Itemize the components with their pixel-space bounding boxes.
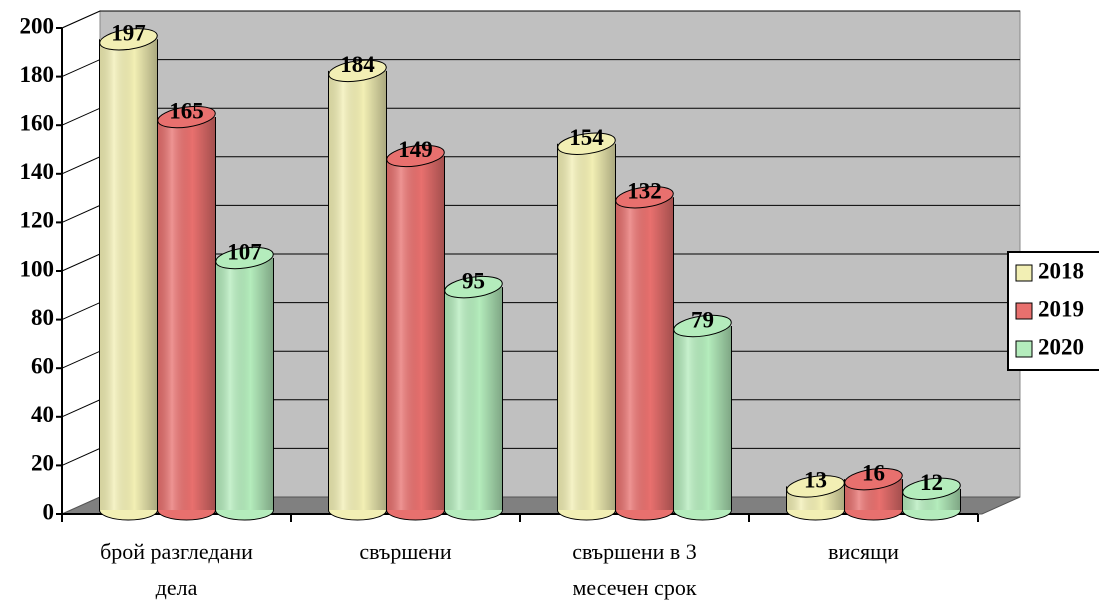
value-label: 197 [111,21,146,46]
cylinder-top [386,144,445,168]
value-label: 12 [920,470,943,495]
y-tick-label: 40 [31,402,54,427]
y-tick-label: 120 [20,208,55,233]
x-tick-label: висящи [828,539,899,564]
y-tick-label: 140 [20,159,55,184]
value-label: 149 [398,137,433,162]
cylinder-top [902,477,961,501]
cylinder [215,246,274,521]
legend-label: 2018 [1038,258,1084,283]
y-tick-label: 100 [20,256,55,281]
value-label: 107 [227,239,262,264]
y-tick-label: 80 [31,305,54,330]
cylinder-shade [615,197,674,511]
cylinder-top [215,246,274,270]
cylinder-top [157,105,216,129]
cylinder-top [557,132,616,155]
y-tick-label: 0 [43,499,55,524]
cylinder-top [444,275,503,299]
value-label: 95 [462,268,485,293]
value-label: 79 [691,307,714,332]
cylinder-shade [99,39,158,510]
x-tick-label: свършени в 3 месечен срок [572,539,697,600]
cylinder [673,314,732,521]
cylinder-shade [444,287,503,510]
value-label: 13 [804,468,827,493]
y-tick-label: 20 [31,451,54,476]
grid-line [61,10,1020,29]
cylinder-shade [386,155,445,510]
cylinder-top [673,314,732,338]
cylinder [902,477,961,521]
cylinder [444,275,503,521]
cylinder [615,186,674,521]
y-tick-label: 200 [20,13,55,38]
cylinder-shade [557,143,616,510]
cylinder-top [328,59,387,83]
cylinder-top [844,467,903,491]
value-label: 132 [627,179,662,204]
cylinder-shade [215,257,274,510]
cylinder [328,59,387,521]
legend-label: 2019 [1038,296,1084,321]
legend-label: 2020 [1038,334,1084,359]
value-label: 165 [169,98,204,123]
cylinder-shade [157,117,216,511]
cylinder-shade [673,326,732,510]
x-tick-label: брой разгледани дела [100,539,253,600]
legend-swatch [1015,302,1033,320]
y-tick-label: 60 [31,353,54,378]
cylinder-shade [328,70,387,510]
cylinder [386,144,445,521]
cylinder [157,105,216,521]
cylinder [786,475,845,521]
value-label: 16 [862,460,885,485]
cylinder [557,132,616,521]
value-label: 154 [569,125,604,150]
legend-swatch [1015,340,1033,358]
cylinder [99,28,158,521]
x-tick-label: свършени [359,539,452,564]
legend-swatch [1015,264,1033,282]
y-tick-label: 180 [20,62,55,87]
cylinder-top [99,28,158,51]
y-tick-label: 160 [20,110,55,135]
value-label: 184 [340,52,375,77]
cylinder-top [615,186,674,209]
